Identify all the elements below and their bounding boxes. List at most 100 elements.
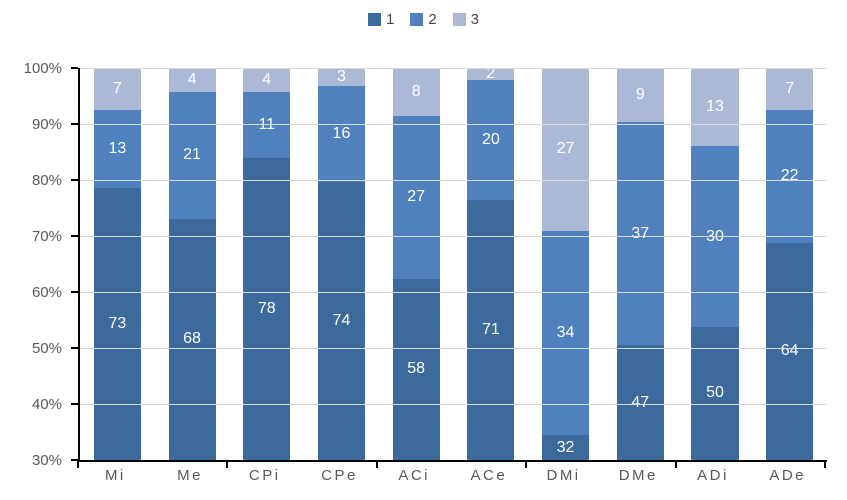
bar-slot-Mi: 73 13 7 [80,68,155,460]
x-axis-tick [674,460,677,468]
x-axis-label-ADe: ADe [769,467,807,484]
bar-ACi[interactable]: 58 27 8 [392,68,440,460]
bar-segment-CPi-s2[interactable]: 11 [243,92,291,159]
y-axis-tick [71,291,78,293]
bar-Mi[interactable]: 73 13 7 [93,68,141,460]
bar-Me[interactable]: 68 21 4 [168,68,216,460]
bar-segment-DMe-s2[interactable]: 37 [616,122,664,345]
y-axis-label-40: 40% [31,396,62,413]
legend-swatch-icon [410,13,424,26]
bar-segment-ADi-s1[interactable]: 50 [691,326,739,460]
legend-item-series-2[interactable]: 2 [410,11,437,28]
legend-swatch-icon [452,13,466,26]
bar-segment-ACi-s2[interactable]: 27 [392,116,440,279]
data-label: 50 [706,384,724,402]
y-axis-label-60: 60% [31,284,62,301]
data-label: 4 [187,71,197,89]
bar-segment-ADi-s3[interactable]: 13 [691,68,739,147]
bar-slot-ADi: 50 30 13 [678,68,753,460]
x-axis-label-CPe: CPe [321,467,358,484]
bar-ADe[interactable]: 64 22 7 [766,68,814,460]
legend-label: 2 [428,11,437,28]
y-axis-label-50: 50% [31,340,62,357]
bar-segment-DMe-s3[interactable]: 9 [616,68,664,123]
x-axis-tick [525,460,528,468]
data-label: 20 [481,131,500,149]
bar-segment-Me-s1[interactable]: 68 [168,218,216,460]
y-axis-label-80: 80% [31,172,62,189]
gridline-40 [80,404,827,405]
bar-slot-ACi: 58 27 8 [379,68,454,460]
data-label: 11 [258,116,276,134]
data-label: 7 [785,80,795,98]
bar-DMe[interactable]: 47 37 9 [616,68,664,460]
bar-segment-Me-s2[interactable]: 21 [168,92,216,219]
bar-CPi[interactable]: 78 11 4 [243,68,291,460]
bar-segment-ADe-s1[interactable]: 64 [766,242,814,460]
data-label: 71 [481,321,500,339]
x-axis-tick [375,460,378,468]
y-axis-tick [71,459,78,461]
plot-area: 73 13 7 68 21 4 78 11 4 74 16 3 58 27 8 71 20 2 32 34 27 47 37… [78,66,827,462]
bar-segment-ACe-s2[interactable]: 20 [467,80,515,201]
bar-CPe[interactable]: 74 16 3 [317,68,365,460]
y-axis-tick [71,347,78,349]
bar-segment-ACi-s1[interactable]: 58 [392,278,440,460]
bar-segment-DMi-s3[interactable]: 27 [542,68,590,231]
data-label: 27 [556,140,575,158]
bar-segment-ADe-s2[interactable]: 22 [766,110,814,243]
bar-slot-CPe: 74 16 3 [304,68,379,460]
data-label: 47 [631,393,650,411]
data-label: 13 [108,140,127,158]
bar-segment-DMe-s1[interactable]: 47 [616,345,664,460]
y-axis-label-30: 30% [31,452,62,469]
bar-segment-ACe-s3[interactable]: 2 [467,66,515,82]
x-axis-tick [226,460,229,468]
x-axis-label-ADi: ADi [697,467,729,484]
bar-segment-DMi-s1[interactable]: 32 [542,435,590,460]
bar-segment-CPe-s2[interactable]: 16 [317,86,365,183]
legend-item-series-1[interactable]: 1 [367,11,395,28]
bar-ADi[interactable]: 50 30 13 [691,68,739,460]
bar-segment-ADe-s3[interactable]: 7 [766,68,814,111]
bar-segment-CPe-s3[interactable]: 3 [317,68,365,87]
bar-slot-CPi: 78 11 4 [229,68,304,460]
bar-segment-DMi-s2[interactable]: 34 [542,230,590,436]
x-axis-label-ACe: ACe [470,467,508,484]
legend-swatch-icon [367,13,381,26]
y-axis-label-70: 70% [31,228,62,245]
bar-segment-Mi-s2[interactable]: 13 [93,110,141,189]
gridline-90 [80,124,827,125]
legend: 1 2 3 [0,12,847,27]
data-label: 3 [337,68,346,86]
bar-segment-Mi-s1[interactable]: 73 [93,188,141,460]
bar-segment-Mi-s3[interactable]: 7 [93,68,141,111]
data-label: 7 [112,80,122,98]
data-label: 64 [780,342,799,360]
data-label: 13 [706,98,724,116]
y-axis-label-90: 90% [31,116,62,133]
bar-ACe[interactable]: 71 20 2 [467,66,515,460]
legend-label: 3 [470,11,480,28]
y-axis-tick [71,235,78,237]
legend-label: 1 [385,11,395,28]
legend-item-series-3[interactable]: 3 [452,11,480,28]
bar-slot-DMi: 32 34 27 [528,68,603,460]
data-label: 27 [407,188,426,206]
bar-segment-Me-s3[interactable]: 4 [168,68,216,93]
x-axis-tick [77,460,79,468]
bar-segment-CPe-s1[interactable]: 74 [317,182,365,460]
x-axis-labels: Mi Me CPi CPe ACi ACe DMi DMe ADi ADe [78,468,825,483]
data-label: 8 [411,83,421,101]
bar-DMi[interactable]: 32 34 27 [542,68,590,460]
bar-segment-CPi-s3[interactable]: 4 [243,68,291,93]
bar-slot-ACe: 71 20 2 [454,66,529,460]
data-label: 21 [183,146,201,164]
data-label: 34 [556,323,575,341]
bar-segment-ACi-s3[interactable]: 8 [392,68,440,117]
gridline-100 [80,68,827,69]
data-label: 37 [631,224,650,242]
bar-segment-ACe-s1[interactable]: 71 [467,200,515,460]
bar-segment-CPi-s1[interactable]: 78 [243,158,291,460]
